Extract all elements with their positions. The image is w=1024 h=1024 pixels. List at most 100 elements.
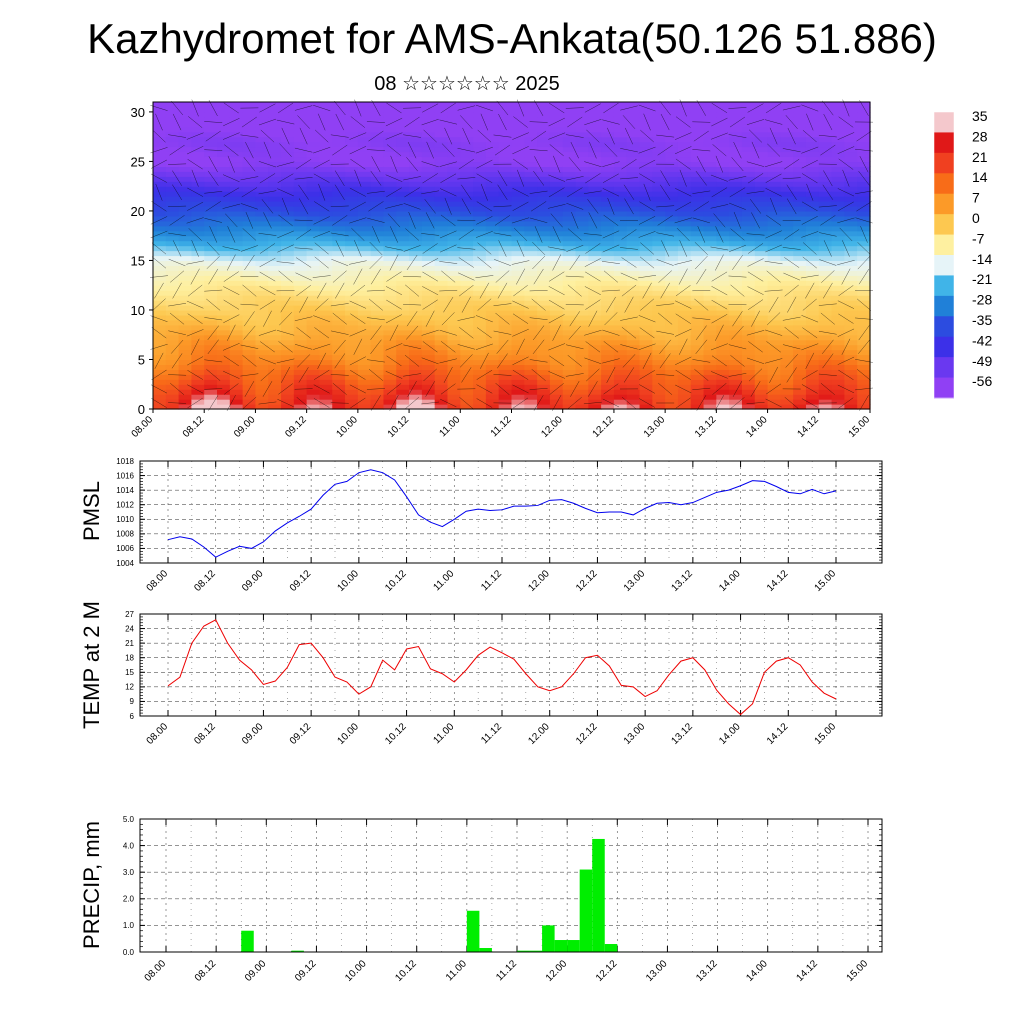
heatmap-cell — [818, 305, 833, 311]
wind-barb — [206, 368, 221, 381]
heatmap-cell — [613, 280, 628, 286]
heatmap-cell — [268, 384, 282, 390]
heatmap-cell — [716, 260, 730, 267]
heatmap-cell — [485, 329, 500, 336]
heatmap-cell — [805, 265, 820, 271]
heatmap-cell — [818, 270, 833, 276]
heatmap-cell — [281, 245, 295, 252]
wind-barb — [496, 100, 509, 116]
heatmap-cell — [191, 102, 205, 108]
heatmap-cell — [831, 176, 845, 182]
heatmap-cell — [357, 300, 372, 306]
heatmap-cell — [229, 245, 244, 252]
heatmap-cell — [409, 186, 423, 192]
heatmap-cell — [409, 334, 423, 341]
wind-barb — [764, 119, 783, 125]
heatmap-cell — [485, 191, 500, 197]
heatmap-cell — [229, 111, 244, 118]
heatmap-cell — [690, 215, 705, 222]
heatmap-cell — [652, 309, 666, 316]
wind-barb — [675, 285, 691, 297]
wind-barb — [837, 146, 855, 154]
heatmap-cell — [370, 215, 385, 222]
colorbar-label: 7 — [972, 190, 980, 206]
heatmap-cell — [485, 379, 500, 385]
heatmap-cell — [703, 196, 717, 202]
heatmap-cell — [690, 275, 705, 281]
wind-barb — [258, 118, 277, 126]
wind-barb — [476, 384, 493, 394]
wind-barb — [458, 272, 475, 281]
heatmap-cell — [319, 186, 333, 192]
heatmap-cell — [153, 166, 167, 172]
heatmap-cell — [703, 225, 717, 232]
heatmap-cell — [729, 319, 743, 326]
heatmap-cell — [485, 314, 500, 321]
heatmap-cell — [780, 270, 794, 276]
heatmap-cell — [204, 106, 218, 113]
heatmap-cell — [805, 344, 820, 351]
wind-barb — [638, 104, 656, 112]
wind-barb — [407, 381, 417, 397]
heatmap-cell — [229, 369, 244, 375]
heatmap-cell — [473, 270, 487, 276]
heatmap-cell — [268, 329, 282, 336]
wind-barb — [823, 170, 833, 187]
heatmap-cell — [485, 245, 500, 252]
heatmap-cell — [575, 240, 589, 247]
heatmap-cell — [204, 379, 218, 385]
heatmap-cell — [524, 161, 538, 167]
heatmap-cell — [306, 131, 321, 138]
heatmap-cell — [562, 102, 577, 108]
heatmap-cell — [409, 121, 423, 128]
heatmap-cell — [306, 220, 321, 227]
heatmap-cell — [421, 369, 436, 375]
heatmap-cell — [293, 270, 308, 276]
heatmap-cell — [818, 359, 833, 366]
heatmap-cell — [831, 339, 845, 346]
heatmap-cell — [626, 374, 641, 380]
wind-barb — [765, 188, 782, 197]
wind-barb — [331, 259, 349, 267]
wind-barb — [860, 226, 868, 243]
heatmap-cell — [332, 300, 346, 306]
heatmap-cell — [677, 171, 692, 177]
heatmap-cell — [716, 111, 730, 118]
heatmap-cell — [447, 354, 461, 361]
heatmap-cell — [409, 102, 423, 108]
heatmap-cell — [204, 344, 218, 351]
heatmap-cell — [191, 250, 205, 257]
wind-barb — [765, 230, 782, 239]
heatmap-cell — [818, 121, 833, 128]
wind-barb — [801, 173, 818, 184]
heatmap-cell — [588, 220, 602, 227]
heatmap-cell — [255, 106, 269, 113]
heatmap-cell — [473, 210, 487, 217]
heatmap-cell — [767, 364, 781, 370]
heatmap-cell — [306, 314, 321, 321]
wind-barb — [656, 134, 675, 138]
heatmap-cell — [562, 186, 577, 192]
heatmap-cell — [242, 205, 257, 212]
heatmap-cell — [831, 186, 845, 192]
heatmap-cell — [601, 171, 615, 177]
cross-x-tick-label: 13.12 — [693, 414, 719, 440]
heatmap-cell — [754, 319, 769, 326]
heatmap-cell — [729, 260, 743, 267]
heatmap-cell — [716, 116, 730, 123]
wind-barb — [479, 282, 490, 299]
heatmap-cell — [165, 374, 180, 380]
pmsl-x-tick-label: 15.00 — [813, 568, 839, 594]
wind-barb — [534, 156, 544, 173]
heatmap-cell — [485, 205, 500, 212]
heatmap-cell — [165, 131, 180, 138]
heatmap-cell — [857, 156, 871, 163]
heatmap-cell — [396, 324, 410, 331]
heatmap-cell — [588, 106, 602, 113]
heatmap-cell — [639, 389, 653, 395]
heatmap-cell — [319, 230, 333, 237]
heatmap-cell — [780, 334, 794, 341]
heatmap-cell — [447, 196, 461, 202]
heatmap-cell — [524, 265, 538, 271]
heatmap-cell — [729, 230, 743, 237]
